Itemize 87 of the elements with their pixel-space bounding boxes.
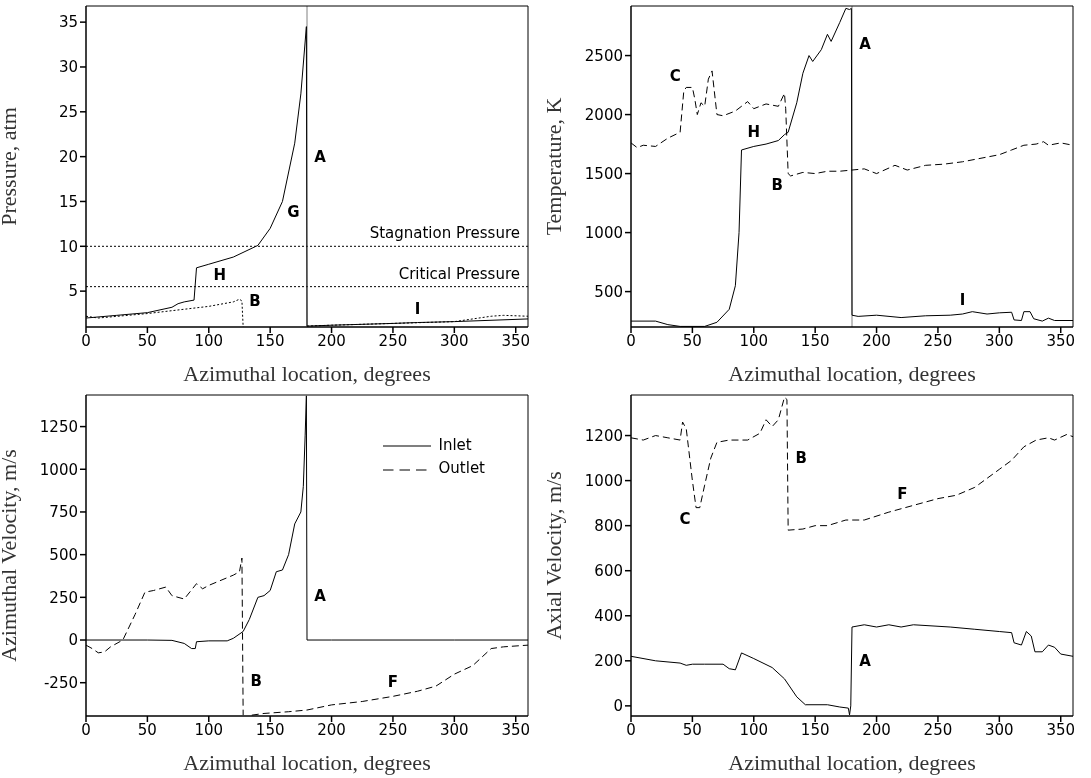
x-tick-label: 100 <box>739 331 769 350</box>
y-tick-label: 250 <box>49 588 78 607</box>
x-tick-label: 150 <box>800 720 830 739</box>
annotation: H <box>747 123 761 142</box>
y-tick-label: 5 <box>68 282 78 301</box>
x-tick-label: 200 <box>862 720 891 739</box>
x-tick-label: 300 <box>985 720 1014 739</box>
y-tick-label: 750 <box>49 503 78 522</box>
annotation: B <box>250 672 262 690</box>
y-tick-label: 2500 <box>584 46 623 65</box>
x-tick-label: 300 <box>440 720 469 739</box>
y-axis-title: Pressure, atm <box>0 107 21 226</box>
x-tick-label: 50 <box>137 720 157 739</box>
y-tick-label: 1000 <box>584 471 623 490</box>
y-tick-label: 500 <box>49 545 78 564</box>
y-axis-title: Azimuthal Velocity, m/s <box>0 449 21 662</box>
y-tick-label: 15 <box>58 192 78 211</box>
x-axis-title: Azimuthal location, degrees <box>183 361 431 386</box>
y-tick-label: 0 <box>68 631 78 650</box>
x-tick-label: 350 <box>501 720 531 739</box>
y-axis-title: Temperature, K <box>540 97 566 236</box>
y-tick-label: 0 <box>613 697 623 716</box>
y-tick-label: -250 <box>43 674 78 693</box>
y-tick-label: 1250 <box>39 417 78 436</box>
y-tick-label: 600 <box>594 562 623 581</box>
annotation: A <box>859 651 872 670</box>
ref-line-label: Stagnation Pressure <box>369 224 520 243</box>
x-tick-label: 350 <box>501 331 531 350</box>
annotation: I <box>959 291 966 310</box>
y-tick-label: 500 <box>594 282 623 301</box>
x-tick-label: 0 <box>626 331 636 350</box>
x-tick-label: 250 <box>378 720 408 739</box>
y-tick-label: 10 <box>58 237 78 256</box>
x-tick-label: 300 <box>985 331 1014 350</box>
y-tick-label: 30 <box>58 58 78 77</box>
annotation: B <box>249 292 261 310</box>
annotation: C <box>679 509 691 528</box>
x-tick-label: 150 <box>255 331 285 350</box>
x-tick-label: 200 <box>862 331 891 350</box>
y-tick-label: 2000 <box>584 105 623 124</box>
y-tick-label: 1000 <box>584 223 623 242</box>
annotation: F <box>387 673 399 692</box>
y-tick-label: 35 <box>58 13 78 32</box>
x-tick-label: 0 <box>81 720 91 739</box>
annotation: A <box>859 34 872 53</box>
x-tick-label: 200 <box>317 720 346 739</box>
x-tick-label: 50 <box>682 331 702 350</box>
x-tick-label: 100 <box>194 720 224 739</box>
x-tick-label: 50 <box>682 720 702 739</box>
x-tick-label: 100 <box>739 720 769 739</box>
annotation: F <box>897 485 908 504</box>
x-tick-label: 250 <box>923 331 953 350</box>
y-tick-label: 25 <box>58 103 78 122</box>
x-tick-label: 150 <box>800 331 830 350</box>
x-tick-label: 0 <box>81 331 91 350</box>
x-axis-title: Azimuthal location, degrees <box>183 750 431 775</box>
annotation: B <box>771 175 783 194</box>
annotation: C <box>669 67 681 86</box>
annotation: A <box>314 147 327 166</box>
x-tick-label: 300 <box>440 331 469 350</box>
x-tick-label: 150 <box>255 720 285 739</box>
y-tick-label: 400 <box>594 607 623 626</box>
y-tick-label: 1500 <box>584 164 623 183</box>
x-tick-label: 350 <box>1046 331 1076 350</box>
y-tick-label: 800 <box>594 516 623 535</box>
x-tick-label: 250 <box>378 331 408 350</box>
x-tick-label: 0 <box>626 720 636 739</box>
x-tick-label: 50 <box>137 331 157 350</box>
x-tick-label: 250 <box>923 720 953 739</box>
x-tick-label: 350 <box>1046 720 1076 739</box>
y-tick-label: 20 <box>58 147 78 166</box>
x-axis-title: Azimuthal location, degrees <box>728 361 976 386</box>
annotation: A <box>314 586 327 605</box>
annotation: I <box>414 299 421 318</box>
annotation: G <box>287 203 300 222</box>
legend-label: Inlet <box>438 436 472 454</box>
y-tick-label: 1000 <box>39 460 78 479</box>
annotation: B <box>795 449 807 468</box>
y-tick-label: 1200 <box>584 426 623 445</box>
x-tick-label: 200 <box>317 331 346 350</box>
x-axis-title: Azimuthal location, degrees <box>728 750 976 775</box>
legend-label: Outlet <box>438 459 485 478</box>
annotation: H <box>213 266 227 285</box>
ref-line-label: Critical Pressure <box>398 264 520 283</box>
y-tick-label: 200 <box>594 652 623 671</box>
x-tick-label: 100 <box>194 331 224 350</box>
y-axis-title: Axial Velocity, m/s <box>540 471 566 640</box>
